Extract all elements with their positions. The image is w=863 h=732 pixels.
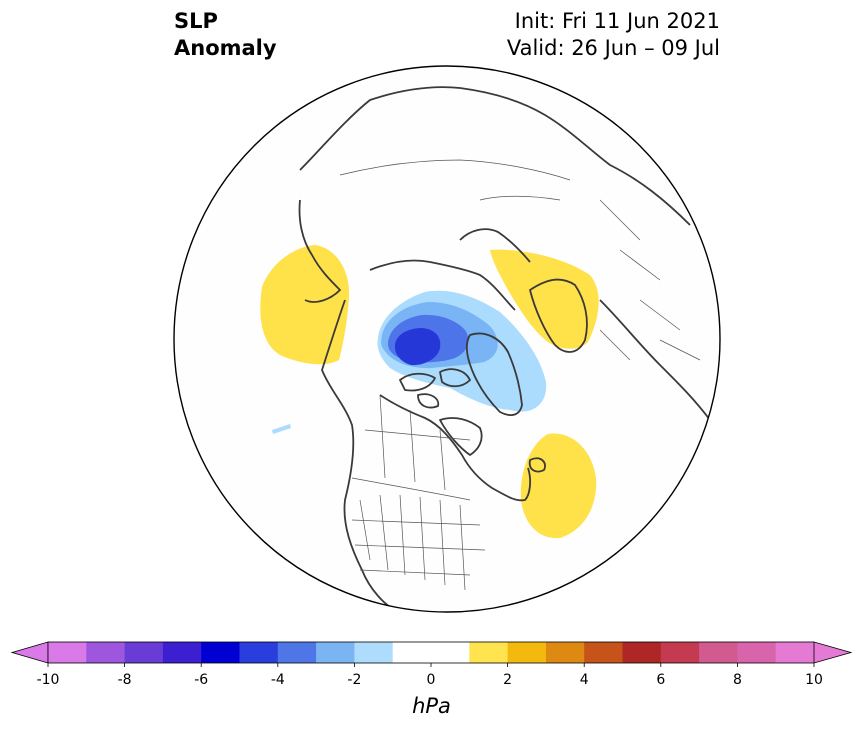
- colorbar-bin: [48, 642, 87, 663]
- border-us-states: [351, 494, 486, 591]
- colorbar-tick-label: -2: [347, 672, 361, 688]
- colorbar-ticks: -10 -8 -6 -4 -2 0 2 4 6 8 10: [37, 663, 823, 688]
- anomaly-north-pacific-high: [260, 245, 350, 365]
- colorbar-units: hPa: [412, 694, 451, 718]
- map-title: SLP Anomaly: [174, 8, 277, 62]
- border-us-canada: [351, 477, 471, 501]
- colorbar-tick-label: -8: [118, 672, 132, 688]
- colorbar-tick-label: -4: [271, 672, 285, 688]
- border-europe: [599, 249, 701, 361]
- colorbar-bin: [162, 642, 202, 663]
- polar-map: [173, 65, 721, 613]
- colorbar-extend-max: [813, 641, 853, 664]
- title-line-2: Anomaly: [174, 36, 277, 60]
- title-line-1: SLP: [174, 9, 218, 33]
- colorbar-bin: [239, 642, 279, 663]
- anomaly-fills: [260, 245, 599, 539]
- colorbar-extend-min: [10, 641, 49, 664]
- colorbar-bin: [699, 642, 738, 663]
- colorbar-bin: [737, 642, 777, 663]
- anomaly-pacific-speck: [272, 424, 291, 434]
- valid-period: Valid: 26 Jun – 09 Jul: [506, 36, 720, 60]
- colorbar-bin: [775, 642, 815, 663]
- coastline-north-america: [321, 299, 532, 611]
- colorbar-bin: [354, 642, 394, 663]
- colorbar-bin: [316, 642, 355, 663]
- colorbar-tick-label: 8: [733, 672, 742, 688]
- coastline-hudson-bay: [439, 417, 483, 456]
- anomaly-arctic-low-core: [394, 328, 441, 366]
- colorbar-bin: [277, 642, 317, 663]
- colorbar-tick-label: 6: [656, 672, 665, 688]
- coastline-europe-edge: [599, 299, 711, 421]
- colorbar-bin: [545, 642, 585, 663]
- colorbar-bin: [201, 642, 240, 663]
- coastline-alaska: [298, 199, 341, 303]
- colorbar-bin: [469, 642, 509, 663]
- colorbar-bin: [86, 642, 126, 663]
- colorbar-tick-label: 4: [580, 672, 589, 688]
- forecast-dates: Init: Fri 11 Jun 2021 Valid: 26 Jun – 09…: [507, 8, 720, 62]
- coastline-arctic-islands: [399, 368, 471, 409]
- colorbar-bins: [10, 641, 853, 664]
- colorbar-tick-label: -10: [37, 672, 60, 688]
- colorbar: -10 -8 -6 -4 -2 0 2 4 6 8 10: [10, 641, 853, 688]
- colorbar-bin: [124, 642, 164, 663]
- colorbar-tick-label: 0: [427, 672, 436, 688]
- colorbar-bin: [584, 642, 623, 663]
- colorbar-bin: [431, 642, 470, 663]
- coastlines: [298, 86, 711, 611]
- colorbar-bin: [507, 642, 547, 663]
- coastline-greenland: [465, 332, 523, 416]
- coastline-eurasia: [299, 86, 691, 311]
- colorbar-bin: [392, 642, 432, 663]
- colorbar-tick-label: 10: [805, 672, 823, 688]
- anomaly-scandinavia-high: [490, 249, 599, 349]
- country-borders: [339, 159, 701, 591]
- coastline-iceland: [528, 457, 546, 473]
- colorbar-tick-label: 2: [503, 672, 512, 688]
- colorbar-bin: [660, 642, 700, 663]
- colorbar-tick-label: -6: [194, 672, 208, 688]
- border-russia: [339, 159, 641, 241]
- border-canada-provinces: [364, 394, 471, 491]
- init-date: Init: Fri 11 Jun 2021: [514, 9, 720, 33]
- colorbar-bin: [622, 642, 662, 663]
- map-boundary: [173, 65, 721, 613]
- coastline-scandinavia: [529, 278, 588, 353]
